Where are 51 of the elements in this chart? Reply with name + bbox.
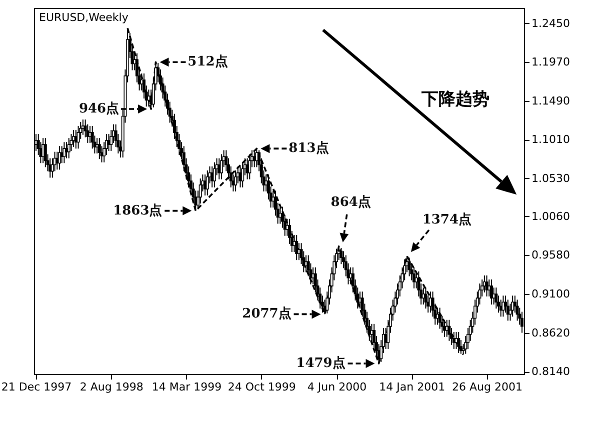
y-tick-label: 1.0530 — [532, 172, 570, 185]
annotation: 864点 — [330, 194, 371, 210]
candlestick — [438, 307, 442, 330]
y-tick-label: 1.2450 — [532, 16, 570, 30]
y-tick-label: 1.1010 — [532, 133, 570, 146]
y-tick-label: 1.1490 — [532, 94, 570, 108]
y-tick-label: 0.9100 — [532, 288, 570, 301]
candlestick — [448, 319, 451, 342]
annotation: 下降趋势 — [420, 90, 490, 110]
candlestick — [412, 266, 416, 289]
candlestick — [198, 178, 202, 204]
annotation: 946点 — [78, 100, 120, 116]
candlestick — [62, 142, 66, 164]
candlestick — [212, 162, 216, 188]
candlestick — [248, 154, 252, 180]
candlestick — [457, 331, 460, 354]
x-tick-label: 24 Oct 1999 — [228, 380, 296, 394]
candlestick — [490, 278, 493, 306]
x-tick-label: 14 Jan 2001 — [379, 380, 446, 394]
x-tick-label: 14 Mar 1999 — [152, 380, 222, 394]
x-tick-label: 21 Dec 1997 — [1, 380, 72, 394]
candlestick — [58, 146, 61, 170]
annotation: 1863点 — [113, 202, 162, 218]
y-tick-label: 1.1970 — [532, 56, 570, 69]
candlestick — [424, 287, 428, 310]
candlestick — [516, 299, 519, 322]
chart-title: EURUSD,Weekly — [39, 11, 129, 24]
candlestick — [241, 162, 244, 188]
x-tick-label: 2 Aug 1998 — [80, 380, 144, 394]
y-tick-label: 0.8140 — [532, 365, 570, 378]
candlestick — [206, 170, 209, 196]
candlestick — [494, 287, 498, 310]
x-tick-label: 4 Jun 2000 — [307, 380, 367, 394]
candlestick — [44, 138, 47, 168]
y-tick-label: 1.0060 — [532, 210, 570, 223]
annotation: 2077点 — [242, 306, 292, 322]
candlestick — [86, 124, 90, 144]
candlestick — [67, 138, 70, 159]
x-tick-label: 26 Aug 2001 — [452, 380, 523, 394]
annotation: 512点 — [188, 54, 228, 70]
candlestick — [295, 234, 298, 261]
annotation: 813点 — [288, 140, 329, 156]
candlestick — [81, 118, 84, 136]
candlestick — [90, 125, 94, 150]
candlestick — [408, 257, 411, 277]
y-tick-label: 0.8620 — [532, 326, 570, 340]
candlestick — [520, 311, 524, 334]
y-tick-label: 0.9580 — [532, 248, 570, 262]
candlestick — [76, 125, 80, 150]
annotation: 1374点 — [422, 212, 472, 228]
annotation: 1479点 — [296, 354, 346, 371]
